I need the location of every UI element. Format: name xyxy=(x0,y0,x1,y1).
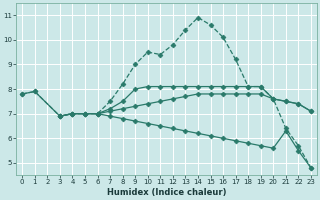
X-axis label: Humidex (Indice chaleur): Humidex (Indice chaleur) xyxy=(107,188,226,197)
